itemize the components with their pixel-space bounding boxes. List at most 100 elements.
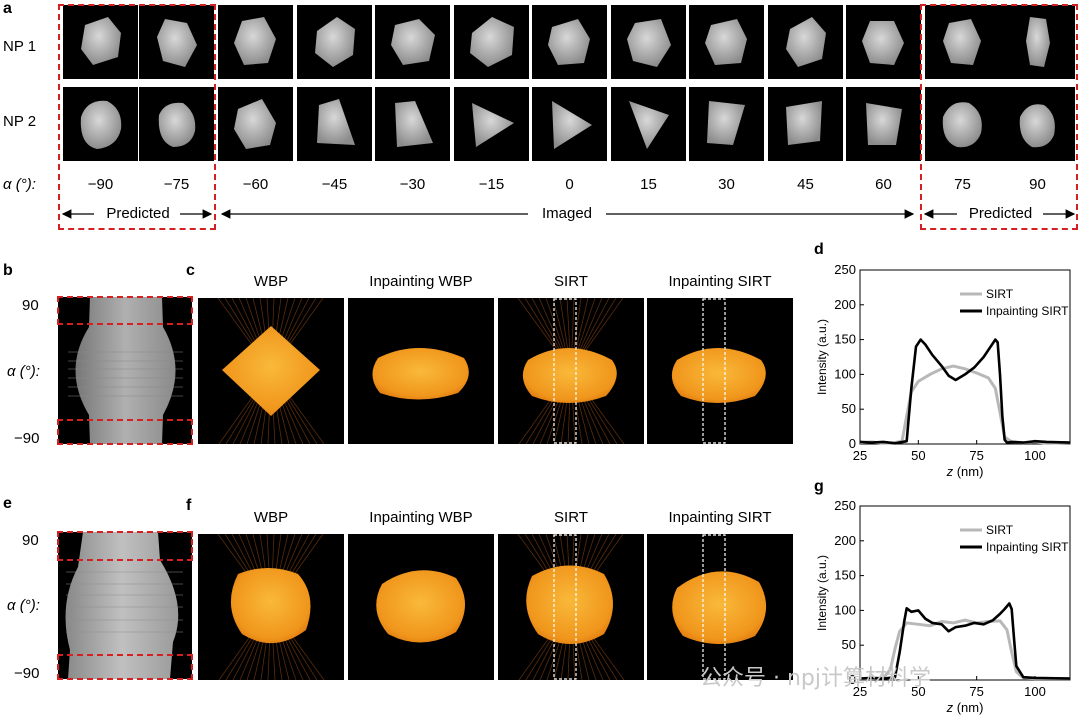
np2-projection-image [63, 87, 138, 161]
recon-title-inpainting-sirt: Inpainting SIRT [668, 509, 772, 526]
np1-projection-image [139, 5, 214, 79]
np1-projection-image [846, 5, 921, 79]
x-tick-label: 75 [969, 448, 983, 463]
right-predicted-label: Predicted [968, 205, 1033, 222]
recon-title-inpainting-wbp: Inpainting WBP [369, 509, 473, 526]
legend-box [956, 516, 1066, 556]
line-plot-d: 0 50 100 150 200 250 25 50 75 100 z (nm) Intensity … [815, 262, 1071, 479]
watermark-text: 公众号 · npj计算材料学 [700, 666, 932, 691]
np2-projection-image [689, 87, 764, 161]
x-axis-label: z (nm) [946, 700, 984, 715]
sinogram-axis-label: α (°): [7, 363, 40, 380]
plot-frame [859, 269, 1071, 445]
np2-projection-image [1000, 87, 1075, 161]
np1-projection-image [1000, 5, 1075, 79]
angle-axis-label: α (°): [3, 176, 36, 193]
np2-projection-image [375, 87, 450, 161]
np1-projection-image [297, 5, 372, 79]
row-label-np2: NP 2 [3, 113, 37, 130]
imaged-label: Imaged [541, 205, 593, 222]
f-recon-sirt [498, 534, 644, 680]
f-recon-inpainting-sirt [647, 534, 793, 680]
y-tick-label: 50 [842, 637, 856, 652]
angle-value: 30 [718, 176, 735, 193]
panel-label-e: e [3, 495, 12, 512]
x-axis-label: z (nm) [946, 464, 984, 479]
row-label-np1: NP 1 [3, 38, 37, 55]
range-arrows [61, 209, 1076, 219]
angle-value: 60 [875, 176, 892, 193]
y-tick-label: 150 [834, 332, 856, 347]
angle-value: 75 [954, 176, 971, 193]
x-tick-label: 25 [853, 448, 867, 463]
sinogram-top-tick: 90 [22, 532, 39, 549]
left-predicted-label: Predicted [106, 205, 170, 222]
y-tick-label: 250 [834, 498, 856, 513]
recon-title-wbp: WBP [253, 509, 289, 526]
x-tick-label: 50 [911, 448, 925, 463]
angle-value: −30 [399, 176, 426, 193]
c-recon-inpainting-wbp [348, 298, 494, 444]
np2-projection-image [768, 87, 843, 161]
c-recon-wbp [198, 298, 344, 444]
panel-label-b: b [3, 262, 13, 279]
recon-title-sirt: SIRT [554, 273, 588, 290]
np1-projection-image [532, 5, 607, 79]
x-tick-label: 50 [911, 684, 925, 699]
x-tick-label: 100 [1024, 684, 1046, 699]
c-recon-sirt [498, 298, 644, 444]
np2-projection-image [846, 87, 921, 161]
angle-value: 15 [640, 176, 657, 193]
panel-label-c: c [186, 262, 195, 279]
angle-value: −90 [87, 176, 114, 193]
y-tick-label: 100 [834, 366, 856, 381]
line-plot-g: 0 50 100 150 200 250 25 50 75 100 z (nm) Intensity … [815, 498, 1071, 715]
y-axis-label: Intensity (a.u.) [815, 319, 829, 395]
f-recon-wbp [198, 534, 344, 680]
legend-label: Inpainting SIRT [986, 304, 1069, 318]
np2-projection-image [139, 87, 214, 161]
y-axis-label: Intensity (a.u.) [815, 555, 829, 631]
plot-frame [859, 505, 1071, 681]
np1-projection-image [611, 5, 686, 79]
c-recon-inpainting-sirt [647, 298, 793, 444]
recon-title-sirt: SIRT [554, 509, 588, 526]
right-predicted-box [920, 4, 1078, 230]
panel-label-a: a [3, 0, 12, 17]
np1-projection-image [768, 5, 843, 79]
x-tick-label: 25 [853, 684, 867, 699]
panel-label-f: f [186, 497, 192, 514]
np1-projection-image [375, 5, 450, 79]
sinogram-top-predicted-box [57, 296, 193, 325]
np2-projection-image [297, 87, 372, 161]
series-line-inpainting-sirt [859, 602, 1071, 680]
recon-title-inpainting-sirt: Inpainting SIRT [668, 273, 772, 290]
angle-value: −45 [321, 176, 348, 193]
sinogram-top-predicted-box [57, 531, 193, 561]
legend-label: SIRT [986, 287, 1014, 301]
legend-box [956, 280, 1066, 320]
x-tick-label: 75 [969, 684, 983, 699]
series-line-inpainting-sirt [859, 338, 1071, 445]
np2-projection-image [218, 87, 293, 161]
angle-value: 90 [1029, 176, 1046, 193]
recon-title-wbp: WBP [253, 273, 289, 290]
sinogram-bottom-tick: −90 [14, 430, 40, 447]
np1-projection-image [218, 5, 293, 79]
np2-projection-image [611, 87, 686, 161]
y-tick-label: 0 [849, 672, 856, 687]
np1-projection-image [63, 5, 138, 79]
sinogram-bottom-tick: −90 [14, 665, 40, 682]
np2-projection-image [532, 87, 607, 161]
x-tick-label: 100 [1024, 448, 1046, 463]
np2-projection-image [925, 87, 1000, 161]
legend-label: SIRT [986, 523, 1014, 537]
sinogram-bottom-predicted-box [57, 419, 193, 445]
y-tick-label: 250 [834, 262, 856, 277]
left-predicted-box [58, 4, 216, 230]
panel-label-g: g [814, 478, 824, 495]
np2-projection-image [454, 87, 529, 161]
sinogram-top-tick: 90 [22, 297, 39, 314]
y-tick-label: 0 [849, 436, 856, 451]
f-recon-inpainting-wbp [348, 534, 494, 680]
